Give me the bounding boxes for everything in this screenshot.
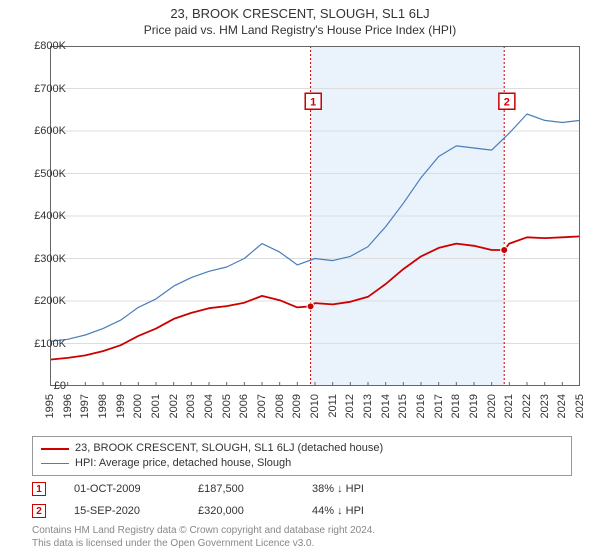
x-tick-label: 1995 — [44, 394, 56, 418]
y-tick-label: £200K — [34, 295, 66, 307]
footer-line: This data is licensed under the Open Gov… — [32, 537, 375, 550]
x-tick-label: 2022 — [521, 394, 533, 418]
x-tick-label: 2016 — [415, 394, 427, 418]
svg-text:1: 1 — [310, 96, 316, 108]
svg-text:2: 2 — [504, 96, 510, 108]
chart-container: 23, BROOK CRESCENT, SLOUGH, SL1 6LJ Pric… — [0, 0, 600, 560]
x-tick-label: 2020 — [486, 394, 498, 418]
table-row: 1 01-OCT-2009 £187,500 38% ↓ HPI — [32, 478, 572, 500]
x-tick-label: 2006 — [238, 394, 250, 418]
x-tick-label: 1999 — [115, 394, 127, 418]
x-tick-label: 2008 — [274, 394, 286, 418]
x-tick-label: 2003 — [185, 394, 197, 418]
table-row: 2 15-SEP-2020 £320,000 44% ↓ HPI — [32, 500, 572, 522]
sale-delta: 44% ↓ HPI — [312, 505, 422, 517]
sale-date: 15-SEP-2020 — [60, 505, 184, 517]
x-tick-label: 2014 — [380, 394, 392, 418]
x-tick-label: 2018 — [450, 394, 462, 418]
title-address: 23, BROOK CRESCENT, SLOUGH, SL1 6LJ — [0, 6, 600, 21]
x-tick-label: 2023 — [539, 394, 551, 418]
sale-price: £320,000 — [198, 505, 298, 517]
x-tick-label: 2005 — [221, 394, 233, 418]
x-tick-label: 2021 — [503, 394, 515, 418]
x-tick-label: 2013 — [362, 394, 374, 418]
y-tick-label: £500K — [34, 168, 66, 180]
legend-label: HPI: Average price, detached house, Slou… — [75, 456, 291, 471]
sale-date: 01-OCT-2009 — [60, 483, 184, 495]
legend-swatch — [41, 448, 69, 450]
title-subtitle: Price paid vs. HM Land Registry's House … — [0, 23, 600, 37]
line-chart: 12 — [50, 46, 580, 386]
x-tick-label: 2004 — [203, 394, 215, 418]
sale-price: £187,500 — [198, 483, 298, 495]
y-tick-label: £100K — [34, 338, 66, 350]
footer-line: Contains HM Land Registry data © Crown c… — [32, 524, 375, 537]
chart-area: 12 — [50, 46, 580, 386]
sale-marker-icon: 1 — [32, 482, 46, 496]
y-tick-label: £800K — [34, 40, 66, 52]
sale-marker-icon: 2 — [32, 504, 46, 518]
x-tick-label: 2002 — [168, 394, 180, 418]
title-block: 23, BROOK CRESCENT, SLOUGH, SL1 6LJ Pric… — [0, 0, 600, 37]
legend-row: 23, BROOK CRESCENT, SLOUGH, SL1 6LJ (det… — [41, 441, 563, 456]
x-tick-label: 2019 — [468, 394, 480, 418]
sale-delta: 38% ↓ HPI — [312, 483, 422, 495]
x-tick-label: 2011 — [327, 394, 339, 418]
x-tick-label: 2009 — [291, 394, 303, 418]
x-tick-label: 2001 — [150, 394, 162, 418]
legend: 23, BROOK CRESCENT, SLOUGH, SL1 6LJ (det… — [32, 436, 572, 476]
legend-label: 23, BROOK CRESCENT, SLOUGH, SL1 6LJ (det… — [75, 441, 383, 456]
x-tick-label: 2010 — [309, 394, 321, 418]
y-tick-label: £600K — [34, 125, 66, 137]
x-tick-label: 1996 — [62, 394, 74, 418]
x-tick-label: 1998 — [97, 394, 109, 418]
x-tick-label: 2025 — [574, 394, 586, 418]
footer-attribution: Contains HM Land Registry data © Crown c… — [32, 524, 375, 550]
y-tick-label: £400K — [34, 210, 66, 222]
x-tick-label: 2017 — [433, 394, 445, 418]
x-tick-label: 2024 — [556, 394, 568, 418]
x-tick-label: 1997 — [79, 394, 91, 418]
legend-row: HPI: Average price, detached house, Slou… — [41, 456, 563, 471]
y-tick-label: £0 — [54, 380, 66, 392]
x-tick-label: 2015 — [397, 394, 409, 418]
legend-swatch — [41, 463, 69, 464]
y-tick-label: £300K — [34, 253, 66, 265]
x-tick-label: 2007 — [256, 394, 268, 418]
sales-table: 1 01-OCT-2009 £187,500 38% ↓ HPI 2 15-SE… — [32, 478, 572, 522]
y-tick-label: £700K — [34, 83, 66, 95]
x-tick-label: 2000 — [132, 394, 144, 418]
x-tick-label: 2012 — [344, 394, 356, 418]
